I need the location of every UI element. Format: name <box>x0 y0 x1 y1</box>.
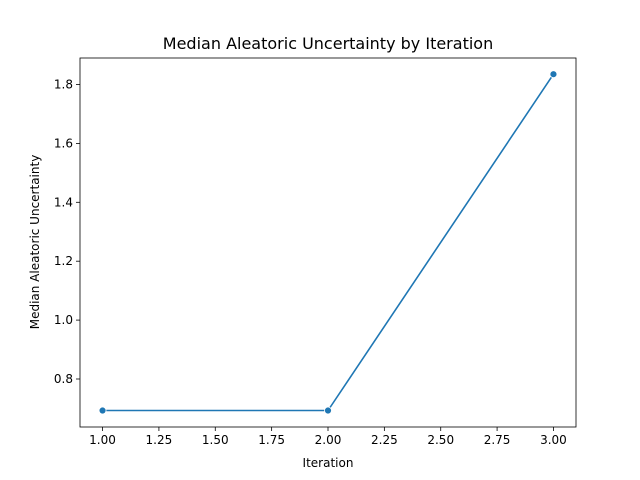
y-tick-label: 1.4 <box>54 195 73 209</box>
y-axis: 0.8 1.0 1.2 1.4 1.6 1.8 <box>54 78 80 386</box>
plot-area-frame <box>79 57 577 428</box>
y-tick-label: 1.0 <box>54 313 73 327</box>
y-tick-label: 1.2 <box>54 254 73 268</box>
y-tick-label: 1.8 <box>54 78 73 92</box>
x-tick-label: 2.25 <box>371 433 398 447</box>
x-tick-label: 1.75 <box>258 433 285 447</box>
series-line <box>102 73 555 412</box>
series-layer <box>98 70 558 415</box>
x-tick-label: 2.00 <box>315 433 342 447</box>
data-point <box>98 406 107 415</box>
x-axis-label: Iteration <box>303 456 354 470</box>
x-axis: 1.00 1.25 1.50 1.75 2.00 2.25 2.50 2.75 3.00 <box>89 427 567 447</box>
x-tick-label: 3.00 <box>540 433 567 447</box>
x-tick-label: 1.25 <box>146 433 173 447</box>
x-tick-label: 2.50 <box>427 433 454 447</box>
x-tick-label: 1.50 <box>202 433 229 447</box>
x-tick-label: 2.75 <box>484 433 511 447</box>
data-point <box>324 406 332 415</box>
y-tick-label: 1.6 <box>54 136 73 150</box>
x-tick-label: 1.00 <box>89 433 116 447</box>
y-tick-label: 0.8 <box>54 372 73 386</box>
chart-title: Median Aleatoric Uncertainty by Iteratio… <box>163 34 493 53</box>
data-point <box>549 70 558 79</box>
y-axis-label: Median Aleatoric Uncertainty <box>28 155 42 330</box>
